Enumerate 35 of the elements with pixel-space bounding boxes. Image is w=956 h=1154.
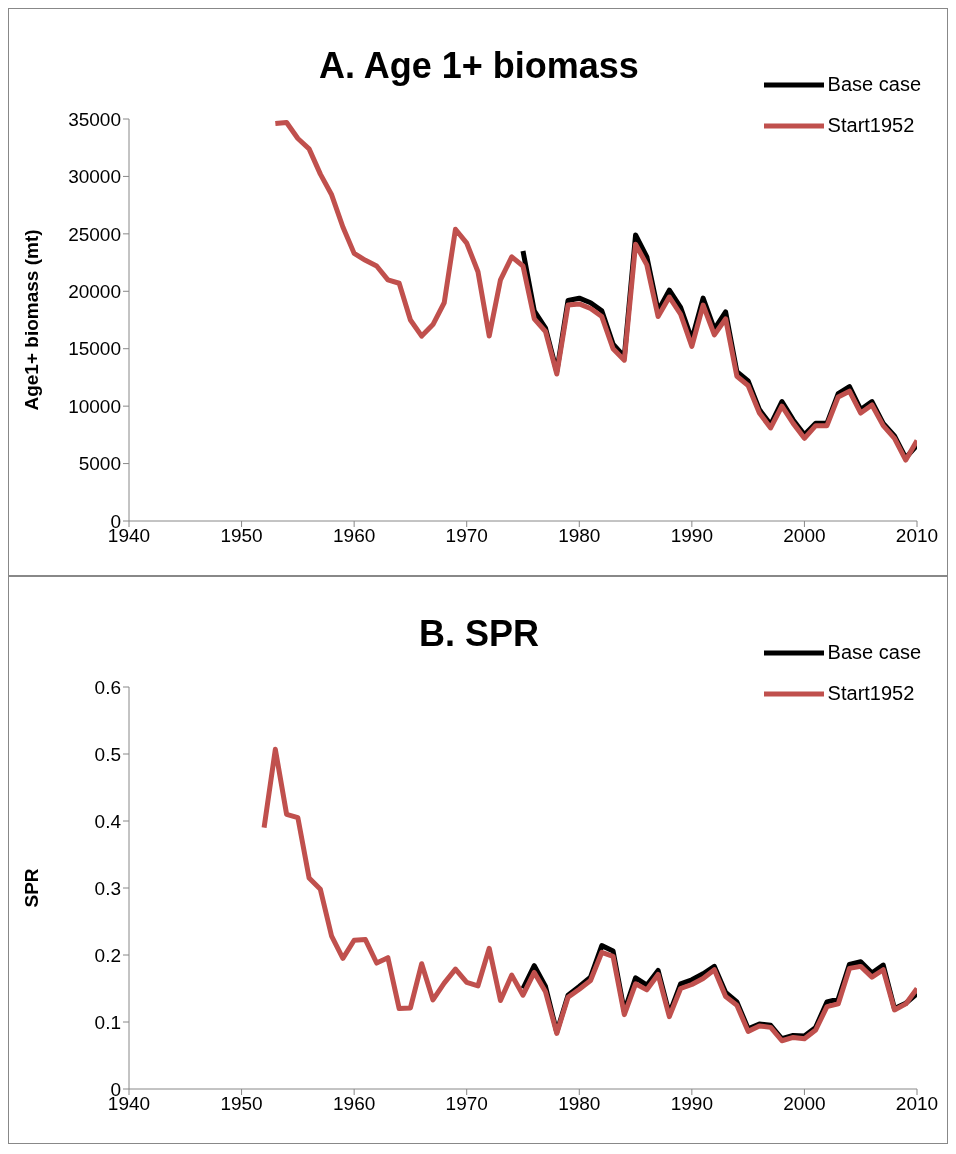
chart-title: A. Age 1+ biomass	[319, 45, 639, 86]
y-tick-label: 0.4	[94, 810, 122, 832]
y-tick-label: 20000	[68, 281, 121, 303]
legend-label: Base case	[827, 641, 921, 664]
y-tick-label: 0.5	[94, 743, 121, 765]
y-tick-label: 0.1	[94, 1011, 121, 1033]
y-tick-label: 5000	[78, 453, 121, 475]
y-tick-label: 15000	[68, 338, 121, 360]
x-tick-label: 1970	[445, 525, 488, 547]
x-tick-label: 2000	[783, 1093, 826, 1115]
y-tick-label: 0.2	[94, 944, 121, 966]
legend-label: Base case	[827, 73, 921, 96]
y-axis-title: SPR	[20, 868, 42, 908]
x-tick-label: 1980	[558, 1093, 601, 1115]
x-tick-label: 2010	[895, 525, 939, 547]
x-tick-label: 1950	[220, 1093, 263, 1115]
x-tick-label: 2010	[895, 1093, 939, 1115]
chart-title: B. SPR	[418, 613, 540, 654]
x-tick-label: 1960	[333, 1093, 376, 1115]
x-tick-label: 1960	[333, 525, 376, 547]
y-tick-label: 10000	[68, 395, 121, 417]
y-tick-label: 0.3	[94, 877, 121, 899]
x-tick-label: 2000	[783, 525, 826, 547]
x-tick-label: 1990	[670, 525, 713, 547]
y-tick-label: 30000	[68, 166, 121, 188]
y-tick-label: 25000	[68, 223, 121, 245]
legend-label: Start1952	[827, 682, 915, 705]
x-tick-label: 1950	[220, 525, 263, 547]
x-tick-label: 1980	[558, 525, 601, 547]
y-tick-label: 0.6	[94, 676, 121, 698]
legend-label: Start1952	[827, 114, 915, 137]
y-tick-label: 35000	[68, 108, 121, 130]
x-tick-label: 1970	[445, 1093, 488, 1115]
y-axis-title: Age1+ biomass (mt)	[20, 229, 42, 411]
x-tick-label: 1990	[670, 1093, 713, 1115]
